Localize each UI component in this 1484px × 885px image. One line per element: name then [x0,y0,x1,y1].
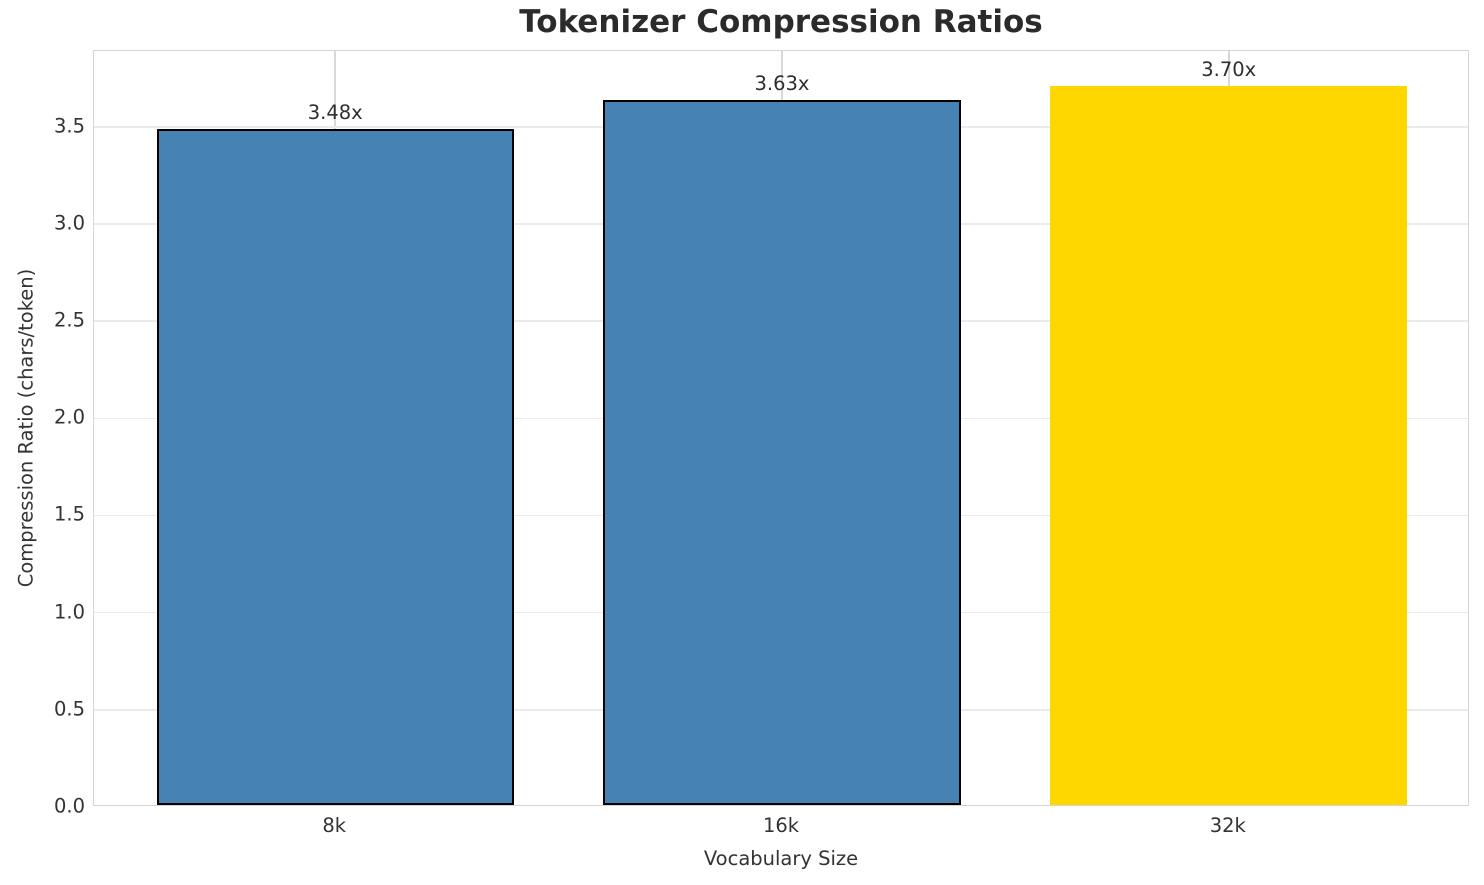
x-tick-label: 32k [1209,814,1246,837]
y-tick-label: 0.0 [53,794,85,818]
chart-title: Tokenizer Compression Ratios [519,4,1043,40]
bar-32k [1050,85,1408,805]
x-axis-label: Vocabulary Size [703,847,859,870]
bar-value-label: 3.63x [754,71,810,95]
y-tick-label: 3.5 [53,114,85,138]
y-tick-label: 1.0 [53,600,85,624]
bar-value-label: 3.48x [307,100,363,124]
y-tick-label: 1.5 [53,502,85,526]
y-tick-label: 3.0 [53,211,85,235]
y-tick-label: 2.0 [53,405,85,429]
bar-8k [156,128,514,805]
y-axis-label: Compression Ratio (chars/token) [14,268,38,588]
y-tick-label: 2.5 [53,308,85,332]
bar-value-label: 3.70x [1201,57,1257,81]
y-tick-label: 0.5 [53,697,85,721]
plot-area: 3.48x 3.63x 3.70x [93,50,1469,806]
x-tick-label: 8k [322,814,347,837]
bar-16k [603,99,961,805]
x-tick-label: 16k [762,814,800,837]
